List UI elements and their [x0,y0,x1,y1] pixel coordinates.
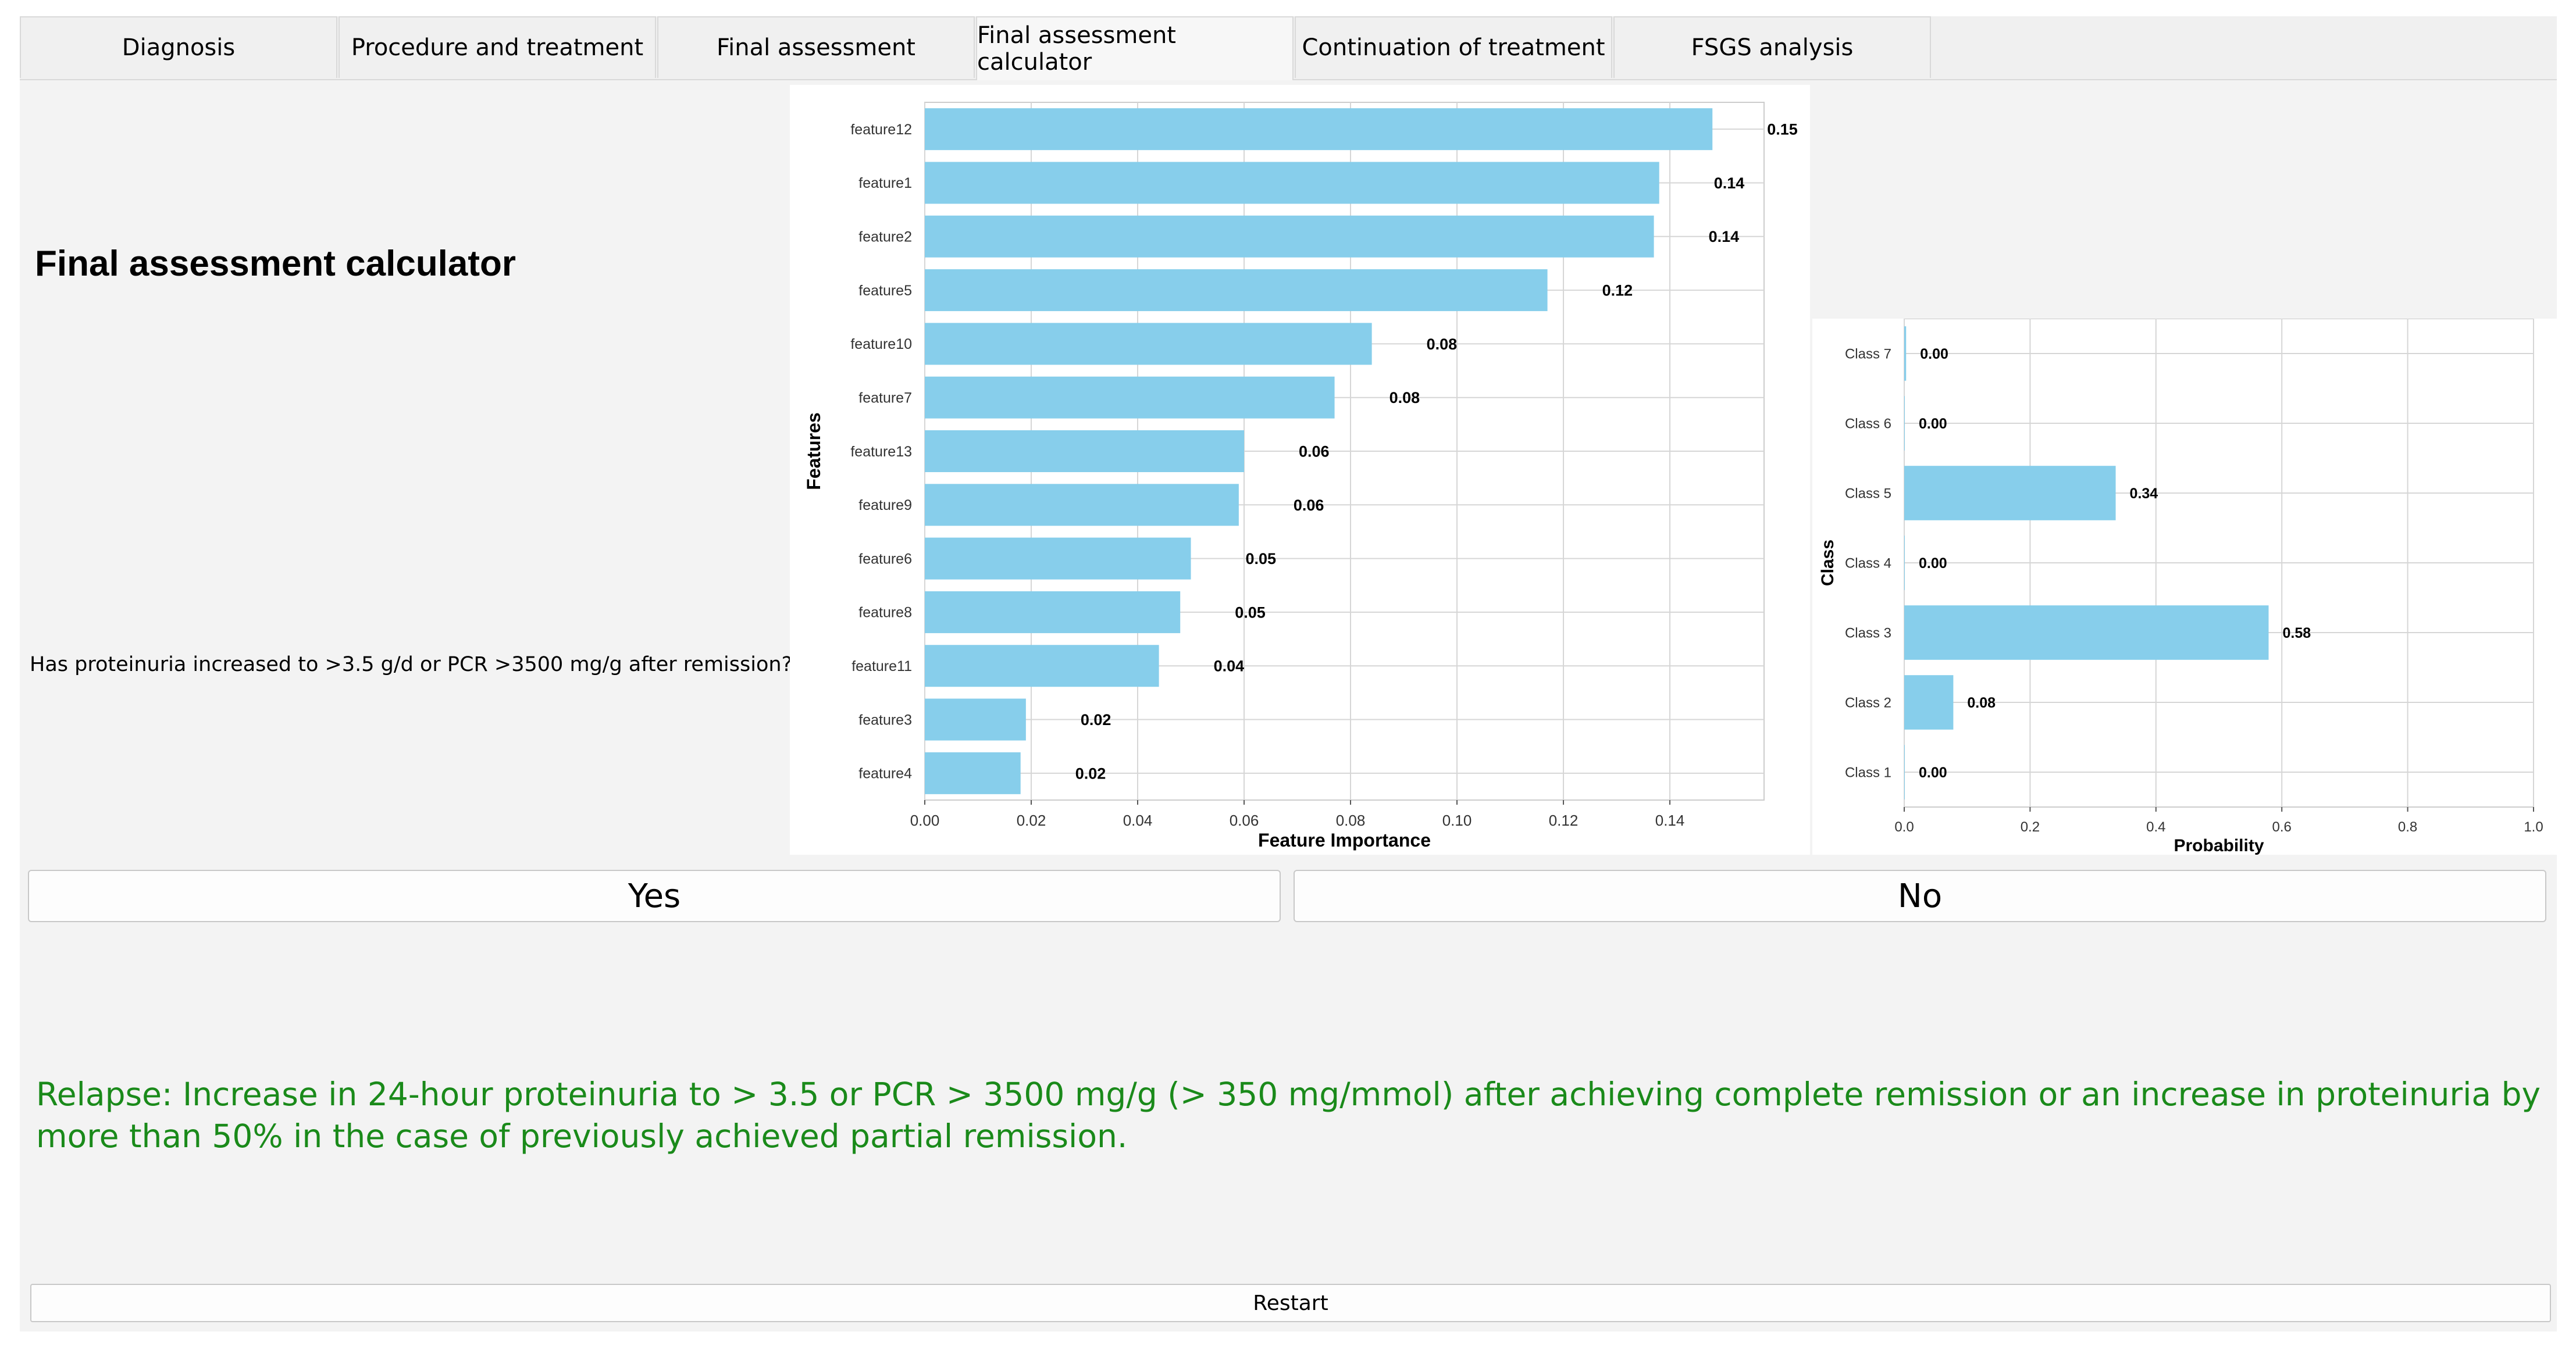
bar-feature8 [925,591,1181,633]
value-label: 0.04 [1214,658,1245,675]
value-label: 0.06 [1299,442,1330,460]
category-label: Class 6 [1845,416,1891,431]
x-tick-label: 0.00 [910,812,940,829]
no-button[interactable]: No [1294,870,2546,922]
bar-feature2 [925,215,1654,258]
x-tick-label: 1.0 [2524,819,2543,835]
bar-feature13 [925,430,1245,472]
feature-importance-svg: 0.00 0.02 0.04 0.06 0.08 0.10 0.12 0.14 feature1… [803,102,1798,851]
tab-bar: Diagnosis Procedure and treatment Final … [20,16,2557,80]
tab-final-assessment[interactable]: Final assessment [657,16,975,78]
x-tick-label: 0.4 [2146,819,2165,835]
value-label: 0.34 [2130,485,2158,502]
value-label: 0.08 [1967,695,1996,711]
bar-class-2 [1904,675,1954,730]
y-axis-label: Class [1818,540,1837,586]
category-label: feature3 [858,712,912,728]
value-label: 0.02 [1081,711,1111,729]
category-label: feature2 [858,229,912,245]
category-label: feature1 [858,175,912,191]
value-label: 0.12 [1602,282,1633,299]
result-text: Relapse: Increase in 24-hour proteinuria… [36,1076,2541,1155]
value-label: 0.05 [1246,550,1277,567]
category-label: feature7 [858,390,912,406]
x-tick-label: 0.06 [1230,812,1259,829]
feature-importance-chart: 0.00 0.02 0.04 0.06 0.08 0.10 0.12 0.14 feature1… [790,85,1810,855]
x-axis-label: Probability [2174,836,2264,855]
tab-procedure-and-treatment[interactable]: Procedure and treatment [339,16,656,78]
bar-feature6 [925,537,1191,580]
value-label: 0.08 [1427,335,1458,353]
restart-button[interactable]: Restart [30,1284,2551,1322]
y-axis-label: Features [803,412,824,490]
category-label: feature10 [850,336,912,352]
bar-feature12 [925,108,1713,151]
bar-class-3 [1904,605,2269,660]
x-tick-label: 0.10 [1442,812,1472,829]
category-label: feature5 [858,283,912,299]
x-tick-label: 0.12 [1549,812,1579,829]
bar-class-5 [1904,466,2116,520]
category-label: feature8 [858,605,912,621]
category-label: Class 5 [1845,485,1891,501]
value-label: 0.00 [1919,416,1947,432]
category-label: Class 7 [1845,346,1891,362]
category-label: feature13 [850,444,912,460]
value-label: 0.08 [1389,389,1420,406]
category-label: feature12 [850,122,912,138]
x-tick-label: 0.04 [1123,812,1153,829]
category-label: feature6 [858,551,912,567]
bar-class-7 [1904,326,1907,381]
x-tick-label: 0.02 [1017,812,1046,829]
value-label: 0.05 [1235,604,1266,621]
value-label: 0.15 [1767,121,1798,138]
category-label: feature4 [858,766,912,782]
category-label: feature11 [851,658,912,674]
value-label: 0.00 [1919,555,1947,572]
page-title: Final assessment calculator [35,244,516,284]
bar-feature5 [925,269,1548,312]
x-tick-label: 0.0 [1894,819,1914,835]
category-label: Class 4 [1845,555,1891,571]
x-tick-label: 0.14 [1655,812,1685,829]
tab-continuation-of-treatment[interactable]: Continuation of treatment [1295,16,1612,78]
bar-class-4 [1904,536,1905,590]
tab-final-assessment-calculator[interactable]: Final assessment calculator [976,16,1294,80]
yes-button[interactable]: Yes [28,870,1281,922]
tab-fsgs-analysis[interactable]: FSGS analysis [1613,16,1931,78]
bar-feature7 [925,376,1335,419]
bar-feature9 [925,484,1239,526]
class-probability-svg: 0.0 0.2 0.4 0.6 0.8 1.0 Class 7 0.00 Class 6 0.00… [1818,318,2543,855]
question-text: Has proteinuria increased to >3.5 g/d or… [30,653,793,676]
value-label: 0.02 [1075,765,1106,782]
bar-feature10 [925,323,1372,365]
app-window: Diagnosis Procedure and treatment Final … [20,16,2557,1331]
category-label: Class 3 [1845,625,1891,641]
x-tick-label: 0.08 [1336,812,1366,829]
tab-diagnosis[interactable]: Diagnosis [20,16,337,78]
x-tick-label: 0.8 [2398,819,2417,835]
class-probability-chart: 0.0 0.2 0.4 0.6 0.8 1.0 Class 7 0.00 Class 6 0.00… [1812,318,2557,855]
value-label: 0.14 [1714,174,1745,192]
value-label: 0.00 [1919,765,1947,781]
x-tick-label: 0.6 [2272,819,2292,835]
bar-feature1 [925,162,1659,204]
x-tick-label: 0.2 [2021,819,2040,835]
value-label: 0.00 [1920,346,1948,362]
bar-feature3 [925,698,1026,741]
value-label: 0.58 [2282,625,2311,641]
value-label: 0.14 [1709,228,1740,245]
value-label: 0.06 [1294,497,1324,514]
category-label: Class 2 [1845,695,1891,711]
bar-feature4 [925,752,1021,794]
bar-feature11 [925,645,1159,687]
bar-class-6 [1904,396,1905,451]
bar-class-1 [1904,745,1905,799]
category-label: feature9 [858,497,912,513]
category-label: Class 1 [1845,765,1891,780]
x-axis-label: Feature Importance [1258,830,1431,851]
